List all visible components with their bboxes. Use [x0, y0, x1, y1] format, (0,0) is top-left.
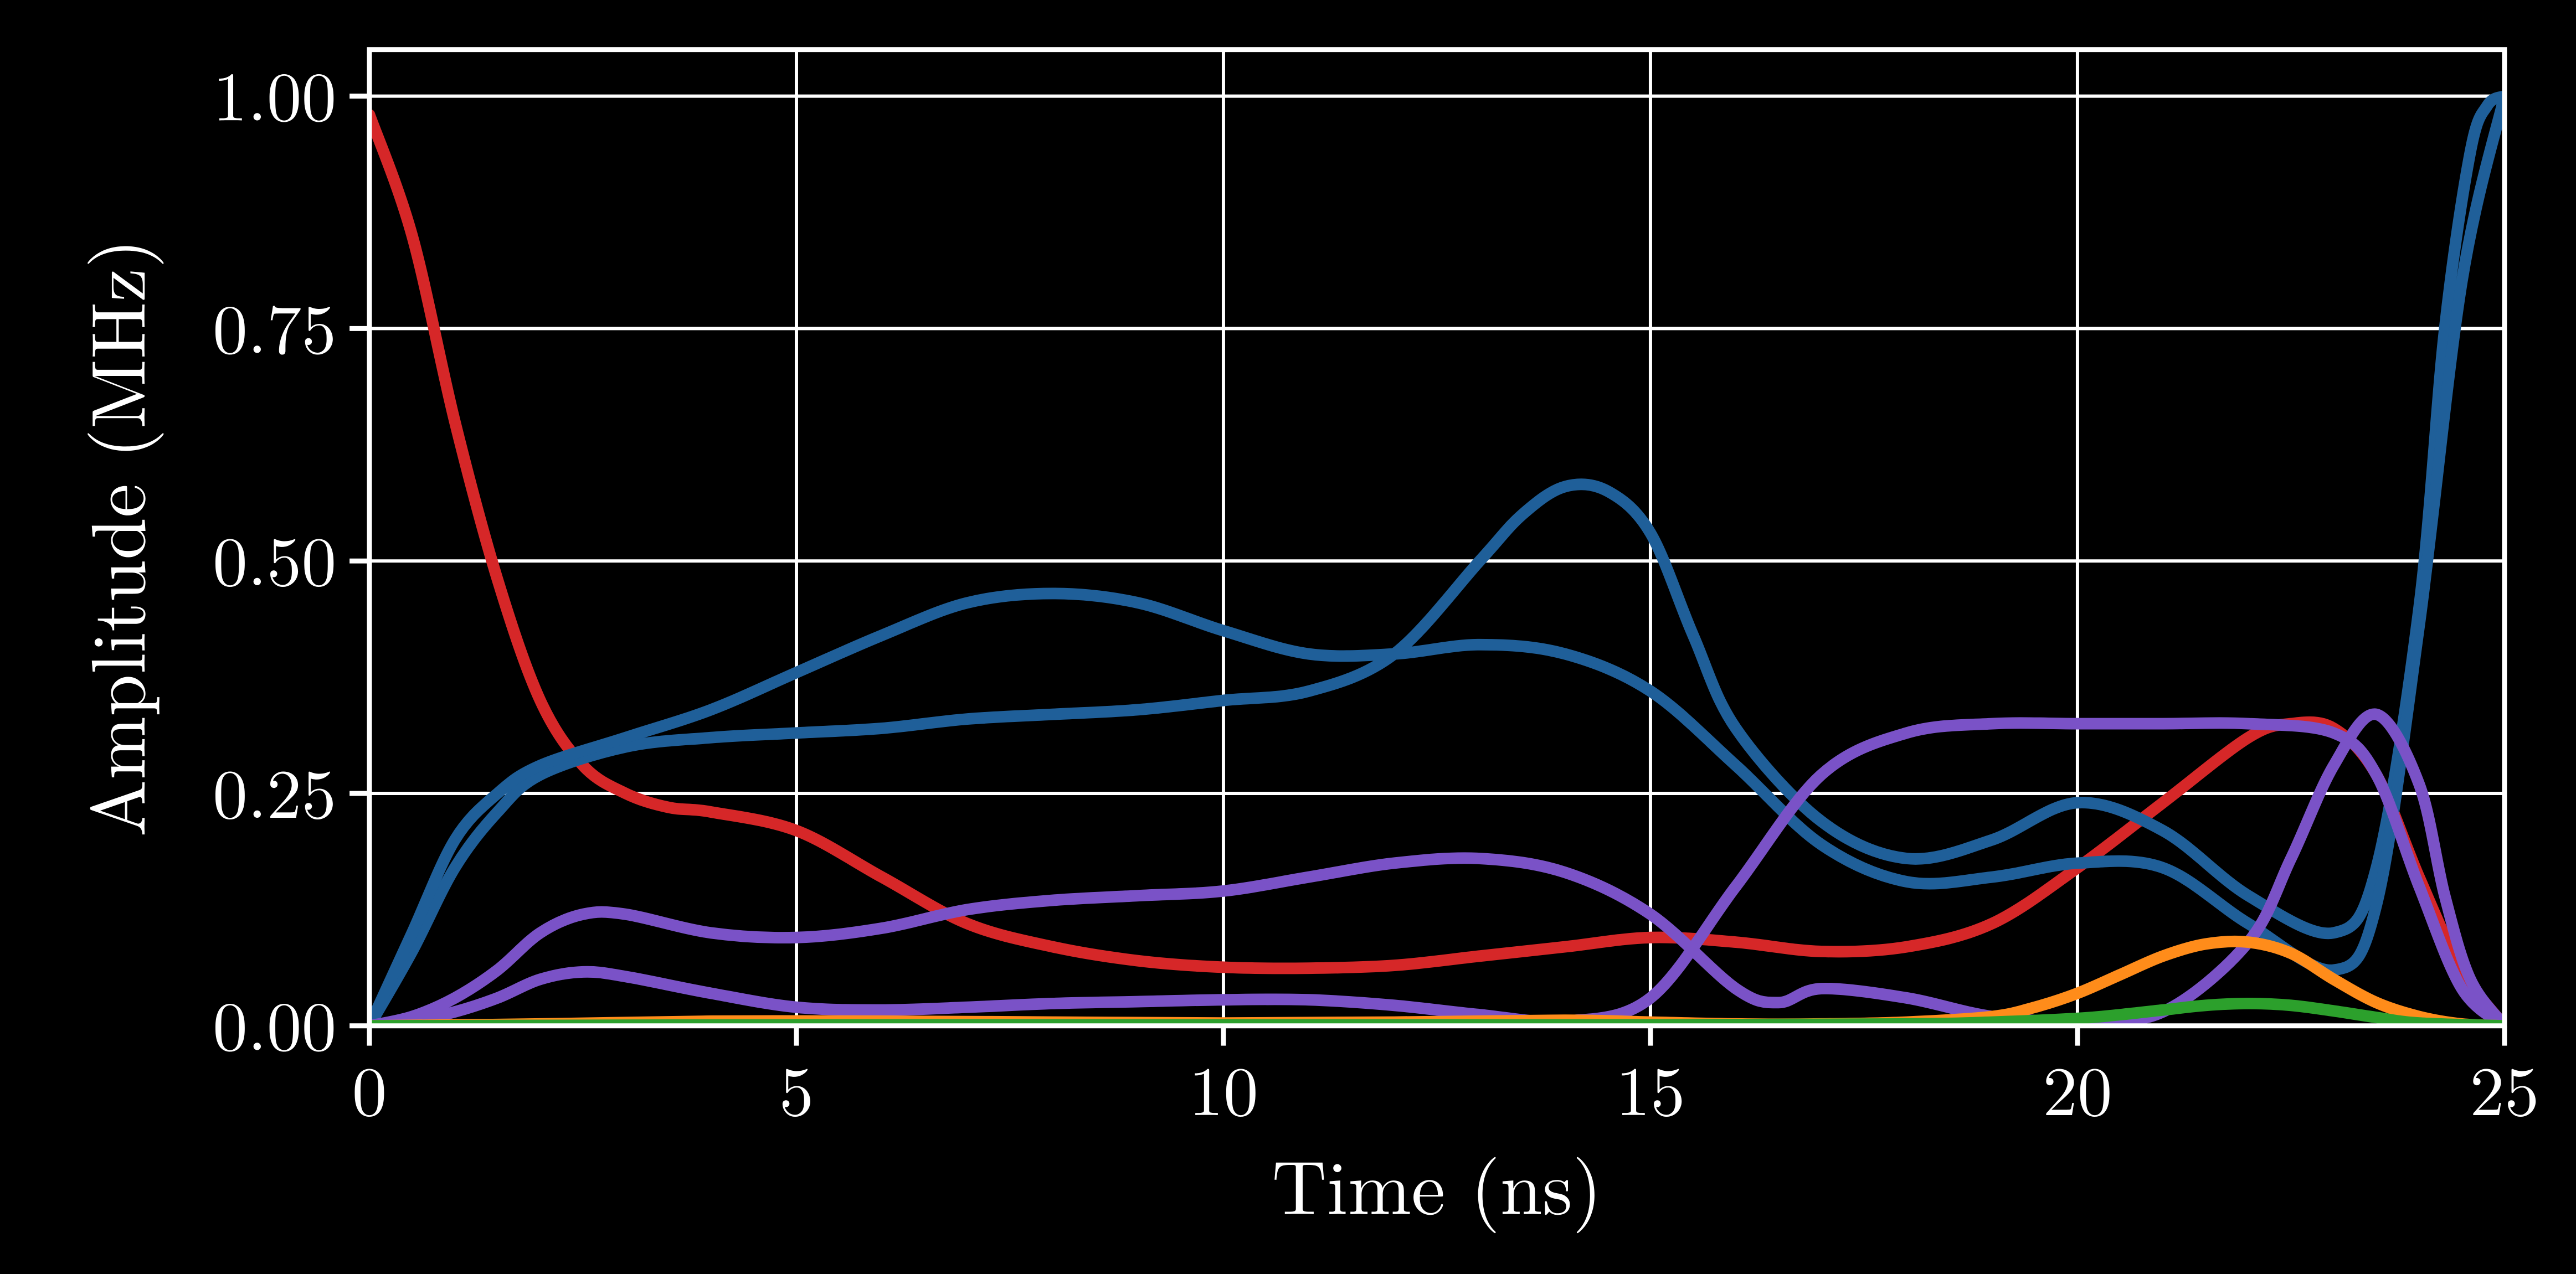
xtick-label: 10 — [1189, 1038, 1258, 1136]
ytick-label: 0.25 — [213, 740, 336, 838]
xtick-label: 15 — [1616, 1038, 1685, 1136]
ytick-label: 0.00 — [213, 973, 336, 1071]
ylabel: Amplitude (MHz) — [59, 239, 167, 837]
xtick-label: 20 — [2043, 1038, 2112, 1136]
xtick-label: 5 — [779, 1038, 814, 1136]
xtick-label: 0 — [352, 1038, 387, 1136]
amplitude-time-chart: 0 5 10 15 20 25 0.00 0.25 0.50 0.75 1.00 Time (ns) A… — [0, 0, 2576, 1274]
ytick-label: 0.50 — [213, 508, 336, 606]
chart-container: 0 5 10 15 20 25 0.00 0.25 0.50 0.75 1.00 Time (ns) A… — [0, 0, 2576, 1274]
ytick-label: 1.00 — [213, 43, 336, 141]
ytick-label: 0.75 — [213, 275, 336, 373]
xlabel: Time (ns) — [1272, 1128, 1602, 1236]
xtick-label: 25 — [2470, 1038, 2539, 1136]
